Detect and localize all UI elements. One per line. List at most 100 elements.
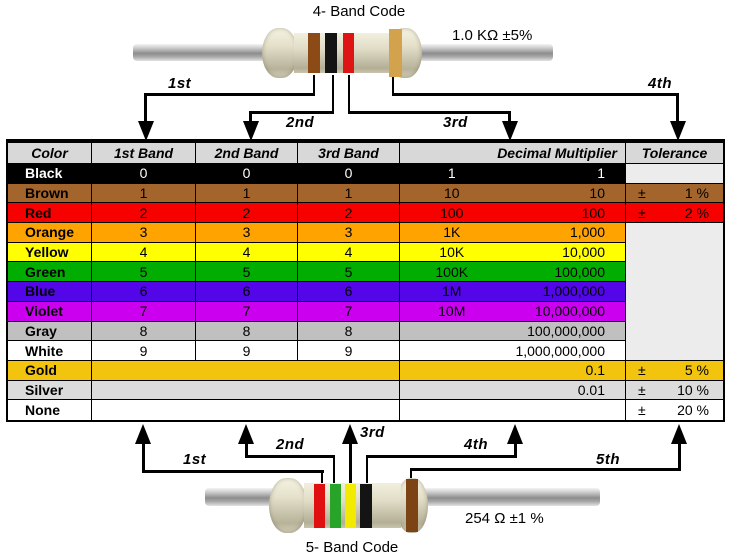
tolerance-value: 10 % (677, 381, 709, 398)
tolerance-cell: ±20 % (626, 400, 723, 420)
tolerance-cell: ±5 % (626, 360, 723, 381)
multiplier-cell (400, 400, 626, 420)
band-digit-cell: 9 (298, 341, 400, 361)
multiplier-value: 100,000,000 (527, 322, 605, 339)
header-2nd-band: 2nd Band (196, 143, 298, 164)
header-1st-band: 1st Band (92, 143, 196, 164)
header-3rd-band: 3rd Band (298, 143, 400, 164)
color-name-cell: Gray (8, 321, 92, 342)
multiplier-value: 1,000 (569, 224, 605, 241)
multiplier-value: 10,000 (562, 244, 605, 261)
table-row: White 9 9 9 1,000,000,000 (8, 341, 723, 361)
band-digit-cell: 9 (196, 341, 298, 361)
pointer-line (410, 468, 681, 471)
multiplier-prefix: 10K (439, 244, 465, 261)
pointer-line (676, 93, 679, 122)
multiplier-value: 0.01 (577, 381, 605, 398)
band-digit-cell: 4 (92, 242, 196, 263)
tolerance-blank-cell (626, 301, 723, 322)
tolerance-cell: ±1 % (626, 183, 723, 204)
multiplier-cell: 10K 10,000 (400, 242, 626, 263)
arrow-up-icon (671, 424, 687, 444)
band-green (330, 484, 341, 528)
band-brown (406, 479, 418, 532)
band-digit-cell: 3 (92, 223, 196, 243)
band-digit-cell: 5 (92, 262, 196, 283)
color-code-table: Color 1st Band 2nd Band 3rd Band Decimal… (6, 139, 725, 422)
color-name-cell: Silver (8, 380, 92, 401)
arrow-up-icon (238, 424, 254, 444)
band-digit-cell: 0 (92, 164, 196, 184)
tolerance-blank-cell (626, 262, 723, 283)
band-digit-cell: 5 (298, 262, 400, 283)
pointer-line (348, 75, 350, 114)
multiplier-prefix: 1 (447, 165, 456, 182)
band-digit-cell: 8 (298, 321, 400, 342)
pointer-line (349, 444, 352, 503)
band-red (314, 484, 325, 528)
band-digit-cell: 0 (196, 164, 298, 184)
band-gold (389, 29, 402, 77)
table-row: Orange 3 3 3 1K 1,000 (8, 223, 723, 243)
resistor-body-cap (269, 478, 307, 533)
band-digit-cell: 2 (92, 203, 196, 224)
band-digit-cell: 5 (196, 262, 298, 283)
tolerance-cell: ±2 % (626, 203, 723, 224)
band-digit-cell: 1 (92, 183, 196, 204)
multiplier-cell: 10 10 (400, 183, 626, 204)
multiplier-cell: 10M 10,000,000 (400, 301, 626, 322)
color-name-cell: Gold (8, 360, 92, 381)
header-tolerance: Tolerance (626, 143, 723, 164)
multiplier-value: 1,000,000,000 (515, 342, 605, 359)
color-name-cell: White (8, 341, 92, 361)
pointer-label-5th: 5th (596, 451, 620, 468)
bands-merged-cell (92, 360, 400, 381)
color-name-cell: Brown (8, 183, 92, 204)
color-name-cell: None (8, 400, 92, 420)
plus-minus-sign: ± (638, 185, 646, 202)
tolerance-value: 2 % (684, 204, 709, 221)
tolerance-blank-cell (626, 242, 723, 263)
arrow-up-icon (507, 424, 523, 444)
band-digit-cell: 1 (196, 183, 298, 204)
multiplier-cell: 100,000,000 (400, 321, 626, 342)
multiplier-value: 10 (589, 185, 605, 202)
band-digit-cell: 4 (196, 242, 298, 263)
tolerance-blank-cell (626, 223, 723, 243)
color-name-cell: Orange (8, 223, 92, 243)
multiplier-value: 1 (597, 165, 605, 182)
arrow-down-icon (502, 121, 518, 141)
multiplier-prefix: 100 (440, 204, 464, 221)
band-digit-cell: 4 (298, 242, 400, 263)
tolerance-blank-cell (626, 341, 723, 361)
resistor-body-cap (262, 28, 298, 78)
pointer-line (514, 444, 517, 458)
header-color: Color (8, 143, 92, 164)
pointer-line (366, 455, 517, 458)
pointer-line (145, 93, 315, 96)
band-digit-cell: 7 (196, 301, 298, 322)
pointer-line (142, 444, 145, 473)
table-row: Violet 7 7 7 10M 10,000,000 (8, 301, 723, 322)
tolerance-blank-cell (626, 164, 723, 184)
multiplier-prefix: 10 (443, 185, 460, 202)
four-band-value: 1.0 KΩ ±5% (452, 27, 533, 44)
table-row: Brown 1 1 1 10 10 ±1 % (8, 183, 723, 204)
tolerance-blank-cell (626, 282, 723, 302)
tolerance-value: 5 % (684, 362, 709, 379)
pointer-label-2nd: 2nd (276, 436, 305, 453)
arrow-down-icon (243, 121, 259, 141)
pointer-line (366, 455, 368, 503)
multiplier-cell: 0.1 (400, 360, 626, 381)
table-header-row: Color 1st Band 2nd Band 3rd Band Decimal… (8, 143, 723, 164)
band-digit-cell: 6 (298, 282, 400, 302)
color-name-cell: Green (8, 262, 92, 283)
pointer-line (144, 93, 147, 122)
band-black (360, 484, 372, 528)
band-digit-cell: 7 (298, 301, 400, 322)
pointer-label-4th: 4th (464, 436, 488, 453)
multiplier-cell: 100 100 (400, 203, 626, 224)
multiplier-cell: 100K 100,000 (400, 262, 626, 283)
